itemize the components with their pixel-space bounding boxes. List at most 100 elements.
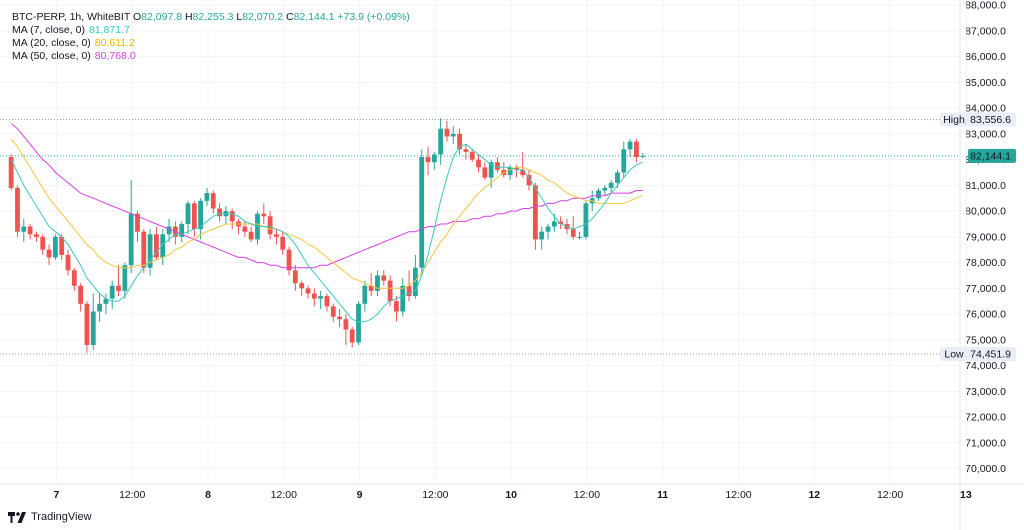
candle-body[interactable]: [154, 234, 159, 258]
candle-body[interactable]: [412, 267, 418, 297]
candle-body[interactable]: [381, 275, 387, 281]
candle-body[interactable]: [274, 234, 279, 237]
candle-body[interactable]: [514, 167, 519, 170]
candle-body[interactable]: [545, 226, 551, 232]
candle-body[interactable]: [286, 249, 292, 271]
candle-body[interactable]: [141, 231, 147, 268]
candle-body[interactable]: [267, 216, 273, 235]
candle-body[interactable]: [27, 226, 33, 235]
candle-body[interactable]: [299, 283, 305, 289]
candle-body[interactable]: [21, 226, 27, 232]
candle-body[interactable]: [166, 226, 172, 235]
candle-body[interactable]: [210, 193, 216, 209]
candle-body[interactable]: [349, 329, 355, 343]
candle-body[interactable]: [280, 236, 286, 250]
candle-body[interactable]: [229, 211, 235, 222]
candle-body[interactable]: [375, 275, 380, 291]
candle-body[interactable]: [551, 221, 557, 227]
candle-body[interactable]: [15, 187, 20, 232]
candle-body[interactable]: [97, 303, 102, 312]
candle-body[interactable]: [8, 157, 14, 188]
candle-body[interactable]: [482, 167, 488, 178]
candle-body[interactable]: [431, 154, 437, 163]
candle-body[interactable]: [387, 280, 393, 302]
candle-body[interactable]: [40, 236, 46, 250]
candle-body[interactable]: [330, 306, 336, 317]
candle-body[interactable]: [337, 316, 342, 320]
candle-body[interactable]: [558, 221, 564, 224]
candle-body[interactable]: [596, 190, 601, 199]
candle-body[interactable]: [65, 254, 71, 271]
ma50-legend[interactable]: MA (50, close, 0) 80,768.0: [12, 50, 410, 63]
ma50-line[interactable]: [10, 123, 643, 269]
candle-body[interactable]: [217, 208, 222, 217]
candle-body[interactable]: [444, 128, 450, 137]
candle-body[interactable]: [507, 167, 513, 176]
candle-body[interactable]: [362, 285, 368, 304]
candle-body[interactable]: [135, 213, 140, 232]
candle-body[interactable]: [90, 311, 96, 345]
candle-body[interactable]: [78, 285, 84, 304]
candle-body[interactable]: [394, 301, 399, 312]
candle-body[interactable]: [532, 185, 538, 240]
candle-body[interactable]: [324, 296, 330, 307]
candle-body[interactable]: [640, 155, 646, 158]
candle-body[interactable]: [356, 303, 361, 343]
candle-body[interactable]: [608, 182, 614, 188]
candle-body[interactable]: [292, 270, 298, 284]
candle-body[interactable]: [615, 172, 620, 183]
candle-body[interactable]: [438, 128, 444, 155]
candle-body[interactable]: [128, 213, 134, 266]
candle-body[interactable]: [311, 293, 317, 299]
candle-body[interactable]: [520, 169, 526, 176]
candle-body[interactable]: [116, 285, 121, 291]
candle-body[interactable]: [318, 296, 324, 299]
candle-body[interactable]: [634, 141, 639, 158]
candle-body[interactable]: [46, 249, 52, 258]
candle-body[interactable]: [122, 265, 128, 291]
candle-body[interactable]: [469, 151, 475, 160]
candle-body[interactable]: [368, 285, 374, 291]
candle-body[interactable]: [191, 203, 197, 230]
candle-body[interactable]: [59, 236, 65, 255]
ma7-legend[interactable]: MA (7, close, 0) 81,871.7: [12, 24, 410, 37]
candle-body[interactable]: [463, 149, 469, 152]
ma20-legend[interactable]: MA (20, close, 0) 80,611.2: [12, 37, 410, 50]
candle-body[interactable]: [602, 187, 608, 191]
candle-body[interactable]: [450, 133, 456, 137]
plot-area[interactable]: [0, 0, 960, 484]
candle-body[interactable]: [526, 175, 532, 186]
candle-body[interactable]: [52, 236, 58, 258]
tradingview-logo[interactable]: TradingView: [8, 511, 92, 523]
ma20-line[interactable]: [10, 138, 643, 289]
candle-body[interactable]: [343, 319, 349, 330]
candle-body[interactable]: [419, 157, 425, 268]
candle-body[interactable]: [71, 270, 77, 286]
candle-body[interactable]: [539, 231, 545, 240]
candle-body[interactable]: [570, 229, 576, 237]
candle-body[interactable]: [577, 236, 582, 238]
candle-body[interactable]: [261, 213, 267, 217]
candle-body[interactable]: [583, 203, 589, 237]
candle-body[interactable]: [248, 231, 254, 240]
ma7-line[interactable]: [10, 143, 643, 323]
candle-body[interactable]: [179, 223, 185, 237]
candle-body[interactable]: [185, 203, 191, 224]
candle-body[interactable]: [160, 234, 166, 258]
candle-body[interactable]: [400, 285, 406, 312]
candle-body[interactable]: [495, 162, 500, 170]
candle-body[interactable]: [84, 303, 90, 345]
candle-body[interactable]: [476, 159, 481, 168]
candle-body[interactable]: [34, 234, 39, 237]
candle-body[interactable]: [242, 226, 248, 232]
candle-body[interactable]: [147, 234, 153, 268]
candle-body[interactable]: [488, 162, 494, 178]
candle-body[interactable]: [204, 193, 210, 201]
candle-body[interactable]: [109, 285, 115, 299]
candle-body[interactable]: [457, 133, 462, 150]
candle-body[interactable]: [305, 288, 311, 294]
candle-body[interactable]: [103, 298, 109, 304]
candle-body[interactable]: [621, 149, 627, 173]
candle-body[interactable]: [198, 200, 204, 230]
